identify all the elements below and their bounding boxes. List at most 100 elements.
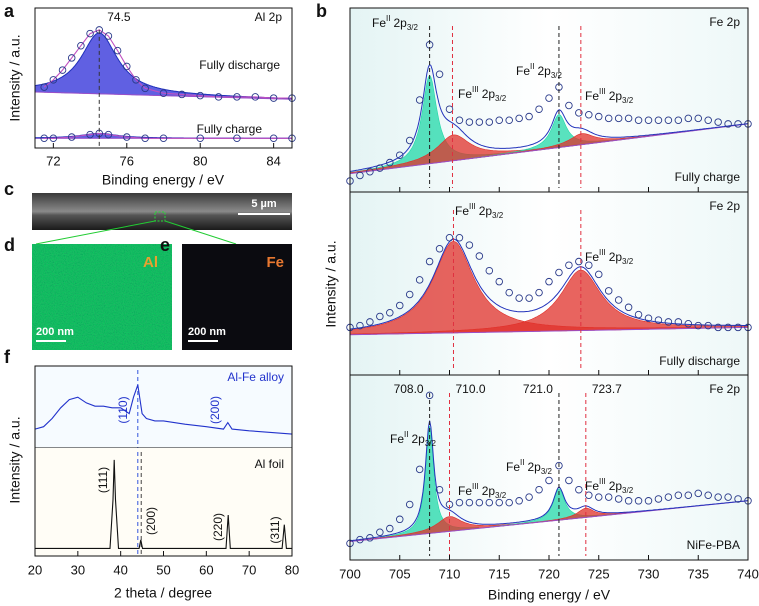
- pattern-line: [35, 459, 292, 549]
- data-point: [495, 498, 504, 507]
- label-part: III: [472, 482, 479, 491]
- data-point: [545, 476, 553, 485]
- data-point: [485, 266, 494, 275]
- label-part: 3/2: [551, 71, 563, 80]
- data-point: [485, 118, 494, 126]
- x-tick-label: 50: [156, 562, 170, 577]
- peak-label: FeIII 2p3/2: [585, 477, 634, 495]
- data-point: [555, 268, 563, 277]
- data-point: [624, 114, 633, 123]
- peak-label: (311): [268, 516, 282, 543]
- label-part: 3/2: [495, 491, 507, 500]
- data-point: [525, 294, 533, 302]
- data-point: [505, 288, 513, 297]
- data-point: [575, 257, 583, 266]
- data-point: [614, 114, 623, 123]
- data-point: [515, 497, 523, 505]
- x-tick-label: 40: [113, 562, 127, 577]
- x-axis-label: Binding energy / eV: [488, 587, 611, 603]
- data-point: [405, 136, 414, 145]
- marker-value: 723.7: [592, 382, 622, 396]
- marker-value: 721.0: [523, 382, 553, 396]
- peak-label: FeII 2p3/2: [516, 62, 563, 80]
- data-point: [40, 83, 48, 91]
- panel-letter: e: [160, 235, 170, 255]
- peak-label: FeII 2p3/2: [372, 14, 419, 32]
- data-point: [77, 41, 85, 50]
- label-part: 3/2: [622, 486, 634, 495]
- label-part: Fe: [585, 89, 599, 103]
- panel-letter: f: [4, 347, 11, 367]
- data-point: [455, 116, 464, 124]
- data-point: [233, 93, 241, 101]
- pattern-line: [34, 384, 293, 435]
- condition-label: Fully charge: [675, 170, 741, 184]
- x-tick-label: 72: [46, 153, 60, 168]
- panel-letter: c: [4, 179, 14, 199]
- x-tick-label: 80: [285, 562, 299, 577]
- data-point: [575, 109, 583, 117]
- x-tick-label: 84: [266, 153, 280, 168]
- label-part: 2p: [482, 484, 496, 498]
- condition-label: NiFe-PBA: [687, 538, 740, 552]
- data-point: [644, 116, 653, 124]
- fit-envelope: [349, 238, 748, 330]
- data-point: [40, 134, 48, 143]
- data-point: [425, 391, 434, 400]
- data-point: [535, 105, 543, 113]
- label-part: 2p: [609, 479, 623, 493]
- series-label: Fully charge: [197, 122, 263, 136]
- data-point: [634, 497, 643, 505]
- data-point: [67, 54, 76, 62]
- data-point: [376, 528, 384, 537]
- peak-label: (200): [144, 507, 158, 535]
- label-part: 2p: [393, 16, 407, 30]
- label-part: Fe: [372, 16, 386, 30]
- data-point: [545, 277, 553, 286]
- data-point: [495, 277, 504, 286]
- label-part: III: [599, 87, 606, 96]
- label-part: 3/2: [622, 257, 634, 266]
- data-point: [455, 498, 464, 507]
- label-part: Fe: [455, 204, 469, 218]
- data-point: [525, 493, 533, 501]
- data-point: [684, 320, 693, 328]
- data-point: [376, 164, 384, 172]
- label-part: 3/2: [492, 211, 504, 220]
- data-point: [694, 114, 703, 123]
- data-point: [455, 233, 464, 242]
- data-point: [396, 151, 404, 159]
- fit-envelope: [349, 63, 749, 172]
- data-point: [396, 515, 404, 524]
- data-point: [356, 535, 364, 544]
- data-point: [366, 168, 374, 176]
- data-point: [495, 116, 504, 124]
- scale-label: 200 nm: [188, 326, 226, 338]
- data-point: [595, 493, 603, 501]
- label-part: 3/2: [425, 439, 437, 448]
- data-point: [269, 94, 278, 102]
- series-label: Al foil: [255, 457, 284, 471]
- label-part: II: [530, 62, 534, 71]
- data-point: [415, 276, 424, 284]
- peak-label: FeIII 2p3/2: [458, 85, 507, 103]
- zoom-line: [35, 220, 156, 245]
- x-tick-label: 60: [199, 562, 213, 577]
- label-part: 3/2: [622, 96, 634, 105]
- data-point: [505, 498, 513, 507]
- series-label: Al-Fe alloy: [227, 370, 284, 384]
- data-point: [214, 93, 223, 101]
- data-point: [49, 76, 58, 84]
- data-point: [585, 261, 593, 269]
- data-point: [604, 114, 613, 123]
- data-point: [565, 476, 573, 485]
- data-point: [525, 112, 533, 121]
- x-tick-label: 735: [687, 566, 709, 581]
- data-point: [86, 130, 94, 139]
- data-point: [233, 134, 241, 143]
- x-tick-label: 725: [588, 566, 610, 581]
- peak-label: (110): [116, 396, 130, 423]
- fit-envelope: [349, 420, 749, 542]
- panel-background: [35, 448, 292, 556]
- data-point: [435, 70, 444, 78]
